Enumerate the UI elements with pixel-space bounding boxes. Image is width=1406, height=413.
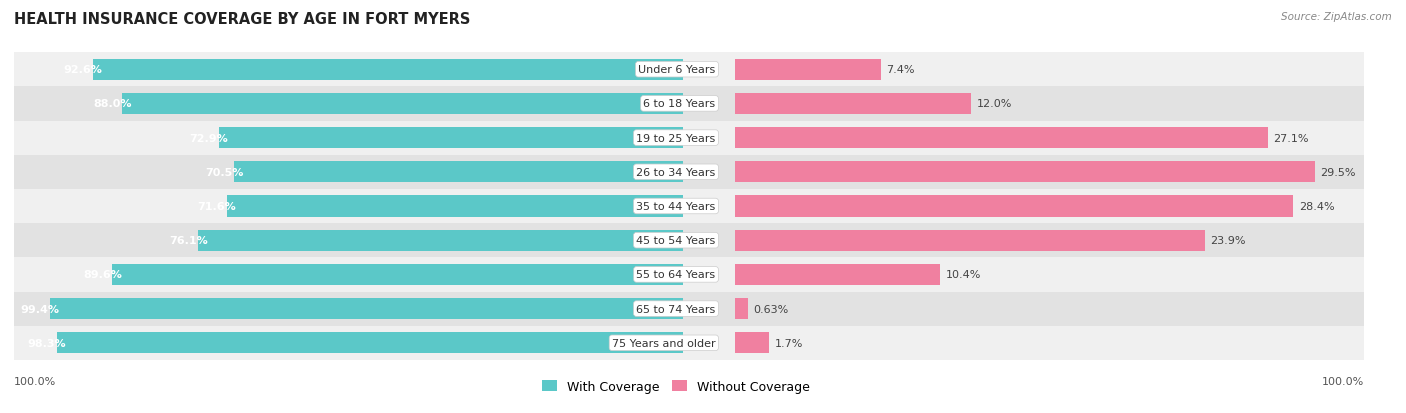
Text: 35 to 44 Years: 35 to 44 Years [637,202,716,211]
Text: 71.6%: 71.6% [198,202,236,211]
Bar [696,190,1364,223]
Bar [14,258,696,292]
Bar [218,128,683,149]
Text: 65 to 74 Years: 65 to 74 Years [637,304,716,314]
Text: 55 to 64 Years: 55 to 64 Years [637,270,716,280]
Text: 7.4%: 7.4% [887,65,915,75]
Text: Under 6 Years: Under 6 Years [638,65,716,75]
Bar [112,264,683,285]
Bar [49,298,683,319]
Bar [735,162,1315,183]
Bar [56,332,683,354]
Text: 92.6%: 92.6% [63,65,103,75]
Text: 98.3%: 98.3% [28,338,66,348]
Bar [233,162,683,183]
Bar [14,121,696,155]
Bar [735,196,1294,217]
Bar [226,196,683,217]
Text: 19 to 25 Years: 19 to 25 Years [637,133,716,143]
Bar [14,53,696,87]
Bar [696,258,1364,292]
Bar [14,155,696,190]
Legend: With Coverage, Without Coverage: With Coverage, Without Coverage [537,375,815,398]
Bar [14,326,696,360]
Text: 72.9%: 72.9% [190,133,228,143]
Text: 75 Years and older: 75 Years and older [612,338,716,348]
Text: 26 to 34 Years: 26 to 34 Years [637,167,716,177]
Bar [198,230,683,251]
Bar [696,121,1364,155]
Text: 89.6%: 89.6% [83,270,122,280]
Bar [735,230,1205,251]
Text: 100.0%: 100.0% [14,376,56,386]
Text: 23.9%: 23.9% [1211,236,1246,246]
Text: 88.0%: 88.0% [93,99,132,109]
Bar [14,87,696,121]
Bar [735,94,972,115]
Text: 70.5%: 70.5% [205,167,243,177]
Bar [735,298,748,319]
Text: 76.1%: 76.1% [169,236,208,246]
Text: 10.4%: 10.4% [945,270,981,280]
Bar [696,326,1364,360]
Bar [14,223,696,258]
Bar [735,128,1268,149]
Bar [122,94,683,115]
Text: 1.7%: 1.7% [775,338,803,348]
Text: 100.0%: 100.0% [1322,376,1364,386]
Text: Source: ZipAtlas.com: Source: ZipAtlas.com [1281,12,1392,22]
Text: 12.0%: 12.0% [977,99,1012,109]
Bar [735,332,769,354]
Bar [696,53,1364,87]
Text: 29.5%: 29.5% [1320,167,1357,177]
Text: 28.4%: 28.4% [1299,202,1334,211]
Bar [696,155,1364,190]
Text: HEALTH INSURANCE COVERAGE BY AGE IN FORT MYERS: HEALTH INSURANCE COVERAGE BY AGE IN FORT… [14,12,471,27]
Bar [696,87,1364,121]
Bar [696,292,1364,326]
Bar [14,190,696,223]
Bar [696,223,1364,258]
Text: 0.63%: 0.63% [754,304,789,314]
Text: 6 to 18 Years: 6 to 18 Years [644,99,716,109]
Bar [14,292,696,326]
Bar [735,264,939,285]
Text: 27.1%: 27.1% [1274,133,1309,143]
Bar [93,59,683,81]
Bar [735,59,880,81]
Text: 99.4%: 99.4% [20,304,59,314]
Text: 45 to 54 Years: 45 to 54 Years [637,236,716,246]
